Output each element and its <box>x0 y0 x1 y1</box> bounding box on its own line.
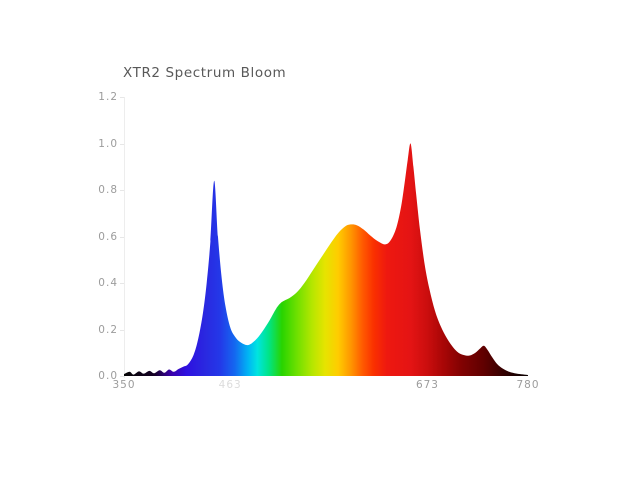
y-tick-label: 0.2 <box>98 323 118 336</box>
x-tick-label: 350 <box>112 379 136 391</box>
x-tick-label: 780 <box>516 379 540 391</box>
y-tick-label: 0.6 <box>98 230 118 243</box>
spectrum-area-chart <box>124 143 528 376</box>
y-tick-label: 0.4 <box>98 277 118 289</box>
y-tick-label: 1.2 <box>98 91 118 103</box>
y-tick-label: 1.0 <box>98 137 118 150</box>
x-tick-label: 673 <box>415 379 439 391</box>
y-tick-mark <box>120 143 124 145</box>
y-axis-line <box>124 97 125 378</box>
y-tick-mark <box>120 97 124 98</box>
y-tick-mark <box>120 236 124 238</box>
chart-title: XTR2 Spectrum Bloom <box>123 65 287 81</box>
y-tick-label: 0.8 <box>98 184 118 196</box>
y-tick-mark <box>120 283 124 284</box>
y-tick-mark <box>120 376 124 377</box>
spectrum-path <box>124 143 528 376</box>
y-tick-mark <box>120 329 124 331</box>
y-tick-mark <box>120 190 124 191</box>
y-tick-label: 0.0 <box>98 370 118 382</box>
x-tick-label: 463 <box>218 379 242 391</box>
plot-area <box>124 97 528 376</box>
